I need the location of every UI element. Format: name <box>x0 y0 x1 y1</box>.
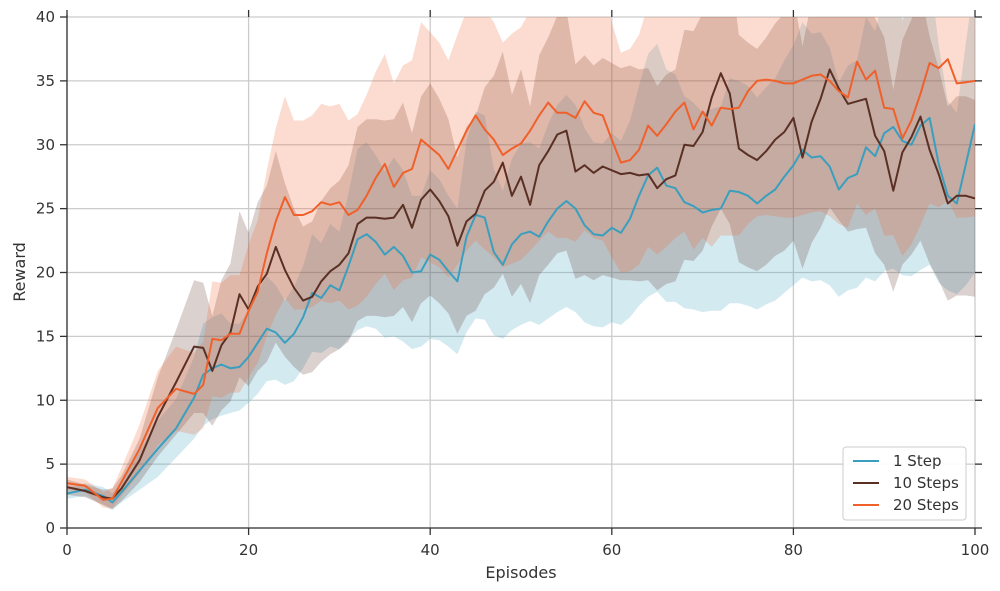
x-axis-label: Episodes <box>485 563 556 582</box>
tick-labels: 0 20 40 60 80 100 0 5 10 15 20 25 30 35 40 <box>36 8 989 559</box>
y-tick-label-0: 0 <box>45 519 55 537</box>
axes <box>60 10 982 535</box>
x-tick-label-40: 40 <box>421 541 440 559</box>
grid <box>66 16 976 529</box>
x-tick-label-20: 20 <box>239 541 258 559</box>
line-series-3 <box>67 58 975 501</box>
y-tick-label-30: 30 <box>36 136 55 154</box>
legend-label-series-3: 20 Steps <box>893 496 959 514</box>
y-tick-label-25: 25 <box>36 200 55 218</box>
legend-box <box>842 446 967 521</box>
line-series-2 <box>67 68 975 500</box>
band-series-3 <box>67 17 975 509</box>
legend: 1 Step 10 Steps 20 Steps <box>842 446 967 521</box>
y-axis-label: Reward <box>10 242 29 302</box>
band-series-1 <box>67 17 975 511</box>
legend-label-series-2: 10 Steps <box>893 474 959 492</box>
x-tick-label-100: 100 <box>961 541 990 559</box>
x-tick-label-0: 0 <box>62 541 72 559</box>
y-tick-label-15: 15 <box>36 327 55 345</box>
y-tick-label-5: 5 <box>45 455 55 473</box>
y-tick-label-40: 40 <box>36 8 55 26</box>
y-tick-label-35: 35 <box>36 72 55 90</box>
confidence-bands <box>67 17 975 511</box>
x-tick-label-60: 60 <box>602 541 621 559</box>
y-tick-label-20: 20 <box>36 264 55 282</box>
y-tick-label-10: 10 <box>36 391 55 409</box>
line-series-1 <box>67 116 975 504</box>
series-lines <box>67 58 975 504</box>
band-series-2 <box>67 17 975 509</box>
x-tick-label-80: 80 <box>784 541 803 559</box>
legend-label-series-1: 1 Step <box>893 452 941 470</box>
